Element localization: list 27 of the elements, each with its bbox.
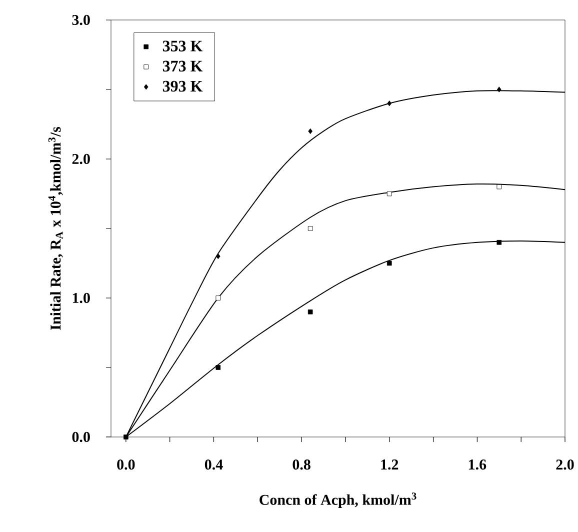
y-tick-label: 3.0: [72, 14, 90, 26]
point: [386, 191, 392, 196]
point: [387, 100, 392, 106]
point: [496, 86, 502, 92]
x-tick-label: 0.4: [204, 460, 223, 470]
x-tick-label: 1.2: [381, 460, 398, 470]
y-tick-label: 1.0: [72, 292, 90, 304]
point: [308, 128, 312, 134]
point: [386, 260, 392, 266]
legend-label: 393 K: [162, 80, 203, 92]
point: [124, 434, 128, 440]
y-tick-label: 0.0: [72, 432, 90, 442]
point: [216, 365, 221, 370]
point: [496, 184, 502, 190]
legend-label: 373 K: [162, 60, 203, 72]
x-tick-label: 0.8: [292, 460, 310, 470]
y-tick-label: 2.0: [72, 154, 90, 164]
y-axis-title: Initial Rate, R$_{A}$ x 10$^{4}$,kmol/m$^{3}$/s: [48, 126, 63, 330]
point: [216, 296, 221, 300]
x-tick-label: 0.0: [117, 460, 135, 470]
x-tick-label: 1.6: [469, 460, 486, 470]
point: [308, 309, 313, 314]
x-tick-label: 2.0: [556, 460, 574, 470]
point: [496, 240, 502, 245]
point: [308, 226, 313, 231]
legend-label: 353 K: [162, 40, 203, 52]
x-axis-title: Concn of Acph, kmol/m$^{3}$: [260, 492, 416, 508]
